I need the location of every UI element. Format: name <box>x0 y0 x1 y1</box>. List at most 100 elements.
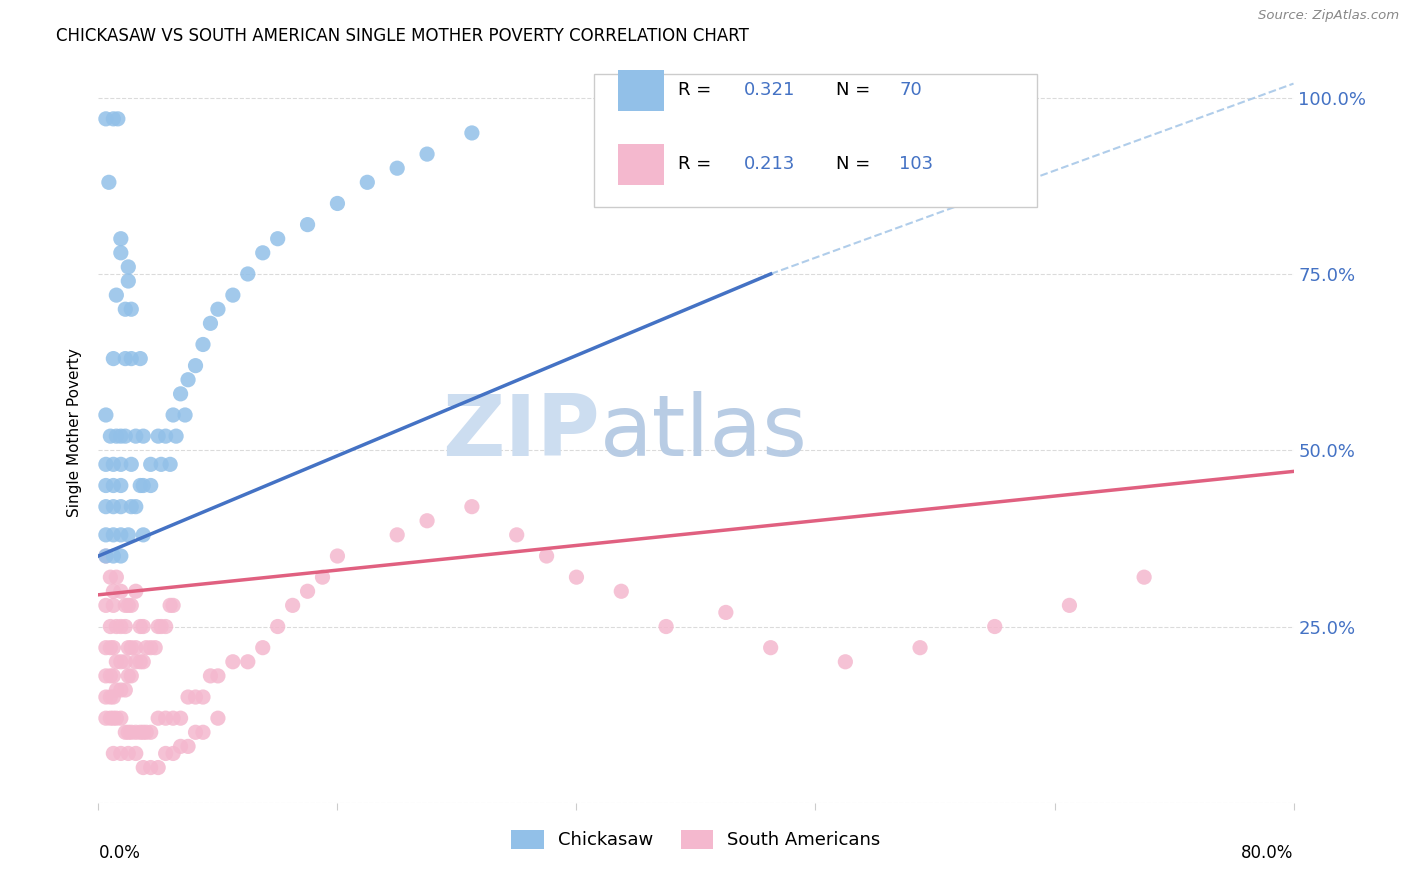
Point <box>105 429 128 443</box>
Point <box>94 549 117 563</box>
Point <box>103 528 125 542</box>
Point <box>110 500 132 514</box>
Point <box>150 619 173 633</box>
Point <box>103 711 125 725</box>
Point <box>105 683 128 698</box>
Point <box>94 640 117 655</box>
Point <box>267 232 290 246</box>
Point <box>139 640 162 655</box>
Point <box>159 599 181 613</box>
Point <box>385 528 409 542</box>
Point <box>114 619 136 633</box>
Point <box>252 245 274 260</box>
Point <box>155 747 177 761</box>
Point <box>565 570 588 584</box>
Point <box>94 549 117 563</box>
Point <box>132 478 155 492</box>
Point <box>416 514 439 528</box>
Point <box>98 640 122 655</box>
Point <box>98 711 122 725</box>
Point <box>120 725 142 739</box>
Point <box>103 690 125 704</box>
Point <box>105 655 128 669</box>
Point <box>110 232 132 246</box>
Point <box>103 669 125 683</box>
Point <box>103 112 125 126</box>
Point <box>114 429 136 443</box>
Point <box>984 619 1007 633</box>
Point <box>103 549 125 563</box>
Point <box>114 599 136 613</box>
Text: 0.321: 0.321 <box>744 81 796 99</box>
Point <box>132 760 155 774</box>
Point <box>110 584 132 599</box>
Point <box>110 245 132 260</box>
Point <box>610 584 633 599</box>
Point <box>132 429 155 443</box>
Point <box>110 711 132 725</box>
Point <box>117 274 139 288</box>
Point <box>139 725 162 739</box>
Point <box>125 725 148 739</box>
Point <box>114 725 136 739</box>
Point <box>132 655 155 669</box>
Point <box>94 711 117 725</box>
Point <box>129 619 152 633</box>
Point <box>150 458 173 472</box>
Point <box>169 387 191 401</box>
Legend: Chickasaw, South Americans: Chickasaw, South Americans <box>503 823 889 856</box>
Point <box>110 619 132 633</box>
Point <box>114 351 136 366</box>
Point <box>461 126 484 140</box>
Point <box>169 739 191 754</box>
Point <box>184 690 207 704</box>
Point <box>120 351 142 366</box>
Point <box>759 640 782 655</box>
FancyBboxPatch shape <box>619 70 664 111</box>
Point <box>132 725 155 739</box>
Point <box>132 528 155 542</box>
Point <box>139 760 162 774</box>
Point <box>117 599 139 613</box>
Point <box>311 570 333 584</box>
Y-axis label: Single Mother Poverty: Single Mother Poverty <box>67 348 83 517</box>
Point <box>297 584 319 599</box>
Point <box>222 288 245 302</box>
Point <box>98 690 122 704</box>
Point <box>155 711 177 725</box>
Text: 70: 70 <box>900 81 922 99</box>
Point <box>135 725 157 739</box>
Point <box>461 500 484 514</box>
Point <box>105 711 128 725</box>
Point <box>105 619 128 633</box>
Point <box>177 373 200 387</box>
Point <box>191 690 214 704</box>
Point <box>148 711 170 725</box>
Point <box>162 711 184 725</box>
Point <box>120 599 142 613</box>
Text: 0.213: 0.213 <box>744 155 796 173</box>
Point <box>94 478 117 492</box>
Point <box>110 549 132 563</box>
Point <box>103 478 125 492</box>
Point <box>135 640 157 655</box>
Point <box>207 711 229 725</box>
Point <box>385 161 409 176</box>
Point <box>94 528 117 542</box>
Point <box>184 359 207 373</box>
Point <box>148 619 170 633</box>
Point <box>1133 570 1156 584</box>
Point <box>117 725 139 739</box>
Text: Source: ZipAtlas.com: Source: ZipAtlas.com <box>1258 9 1399 22</box>
Point <box>125 640 148 655</box>
Point <box>281 599 304 613</box>
Point <box>117 528 139 542</box>
Point <box>125 747 148 761</box>
Point <box>506 528 529 542</box>
Point <box>148 429 170 443</box>
Point <box>103 640 125 655</box>
Point <box>132 619 155 633</box>
Point <box>105 288 128 302</box>
Text: atlas: atlas <box>600 391 808 475</box>
Point <box>110 429 132 443</box>
